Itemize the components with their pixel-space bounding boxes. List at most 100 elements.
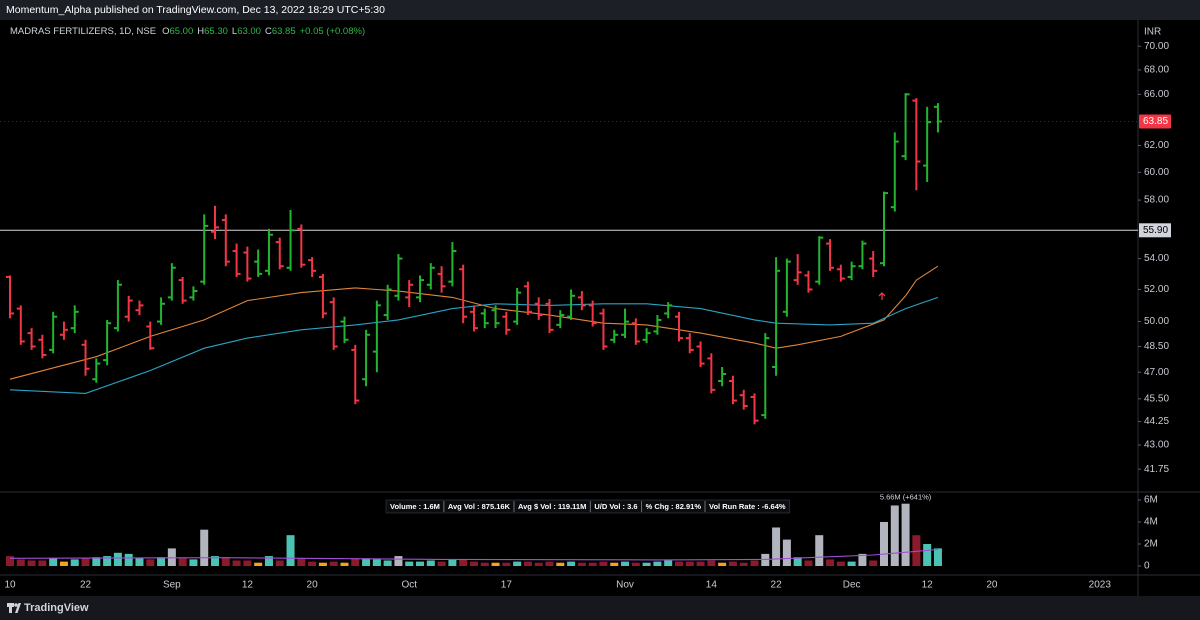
volume-bar	[782, 539, 791, 566]
stats-item: Avg $ Vol : 119.11M	[518, 502, 586, 511]
legend-value: 63.85	[272, 26, 296, 37]
volume-bar	[416, 561, 425, 566]
y-tick-label: 54.00	[1144, 253, 1169, 264]
volume-bar	[157, 557, 166, 566]
volume-bar	[739, 562, 748, 566]
volume-bar	[545, 561, 554, 566]
volume-bar	[329, 561, 338, 566]
volume-tick-label: 4M	[1144, 517, 1158, 528]
volume-bar	[804, 560, 813, 566]
level-label: 55.90	[1143, 225, 1168, 236]
volume-bar	[16, 559, 25, 566]
volume-bar	[588, 562, 597, 566]
volume-bar	[340, 562, 349, 566]
volume-bar	[27, 560, 36, 566]
legend-change: +0.05 (+0.08%)	[300, 26, 366, 37]
volume-bar	[243, 560, 252, 566]
volume-bar	[858, 553, 867, 566]
volume-bar	[718, 562, 727, 566]
footer-bar	[0, 596, 1200, 620]
y-tick-label: 60.00	[1144, 167, 1169, 178]
x-tick-label: 22	[80, 580, 92, 591]
volume-bar	[480, 562, 489, 566]
volume-bar	[254, 562, 263, 566]
moving-average	[9, 296, 939, 394]
volume-bar	[70, 559, 79, 566]
moving-average	[9, 265, 939, 380]
volume-bar	[469, 561, 478, 566]
last-price-label: 63.85	[1143, 116, 1168, 127]
x-tick-label: 20	[307, 580, 319, 591]
x-tick-label: 17	[501, 580, 513, 591]
volume-bar	[707, 560, 716, 566]
volume-bar	[577, 562, 586, 566]
volume-bar	[912, 535, 921, 566]
volume-bar	[502, 562, 511, 566]
volume-bar	[351, 558, 360, 566]
volume-bar	[103, 556, 112, 566]
volume-label: 5.66M (+641%)	[880, 493, 932, 502]
legend-key: C	[265, 26, 272, 37]
volume-bar	[772, 527, 781, 566]
volume-bar	[38, 560, 47, 566]
volume-bar	[621, 561, 630, 566]
volume-bar	[59, 561, 68, 566]
volume-bar	[923, 543, 932, 566]
volume-bar	[405, 561, 414, 566]
y-tick-label: 70.00	[1144, 41, 1169, 52]
y-tick-label: 58.00	[1144, 195, 1169, 206]
legend: MADRAS FERTILIZERS, 1D, NSE O65.00 H65.30 L…	[10, 26, 365, 37]
volume-bar	[135, 558, 144, 566]
y-tick-label: 44.25	[1144, 416, 1169, 427]
volume-bar	[232, 560, 241, 566]
volume-bar	[459, 559, 468, 566]
volume-bar	[642, 562, 651, 566]
last-price-tag	[1139, 114, 1171, 129]
stats-item: Avg Vol : 875.16K	[448, 502, 511, 511]
legend-key: H	[197, 26, 204, 37]
volume-bar	[879, 521, 888, 566]
volume-bar	[372, 559, 381, 566]
y-tick-label: 68.00	[1144, 65, 1169, 76]
volume-bar	[815, 535, 824, 566]
x-tick-label: Oct	[401, 580, 417, 591]
volume-bar	[534, 562, 543, 566]
volume-bar	[383, 560, 392, 566]
volume-bar	[124, 553, 133, 566]
y-tick-label: 45.50	[1144, 393, 1169, 404]
y-tick-label: 50.00	[1144, 316, 1169, 327]
x-tick-label: 22	[771, 580, 783, 591]
volume-bar	[394, 556, 403, 566]
x-tick-label: 10	[4, 580, 16, 591]
volume-bar	[92, 557, 101, 566]
x-tick-label: 14	[706, 580, 718, 591]
signal-arrow	[878, 292, 886, 300]
volume-bar	[631, 562, 640, 566]
volume-bar	[308, 561, 317, 566]
legend-value: 63.00	[237, 26, 261, 37]
x-tick-label: Sep	[163, 580, 181, 591]
volume-bar	[599, 561, 608, 566]
legend-key: O	[162, 26, 169, 37]
y-tick-label: 47.00	[1144, 367, 1169, 378]
volume-bar	[49, 558, 58, 566]
header-bar	[0, 0, 1200, 20]
y-tick-label: 52.00	[1144, 284, 1169, 295]
stats-item: U/D Vol : 3.6	[594, 502, 637, 511]
volume-bar	[890, 505, 899, 566]
y-tick-label: 48.50	[1144, 341, 1169, 352]
legend-value: 65.00	[169, 26, 193, 37]
volume-bar	[847, 561, 856, 566]
legend-symbol: MADRAS FERTILIZERS, 1D, NSE	[10, 26, 156, 37]
volume-bar	[426, 560, 435, 566]
volume-bar	[826, 559, 835, 566]
x-tick-label: Nov	[616, 580, 634, 591]
volume-bar	[113, 552, 122, 566]
volume-bar	[146, 559, 155, 566]
volume-bar	[491, 562, 500, 566]
x-tick-label: Dec	[843, 580, 861, 591]
volume-bar	[750, 560, 759, 566]
x-tick-label: 2023	[1089, 580, 1112, 591]
volume-bar	[836, 561, 845, 566]
